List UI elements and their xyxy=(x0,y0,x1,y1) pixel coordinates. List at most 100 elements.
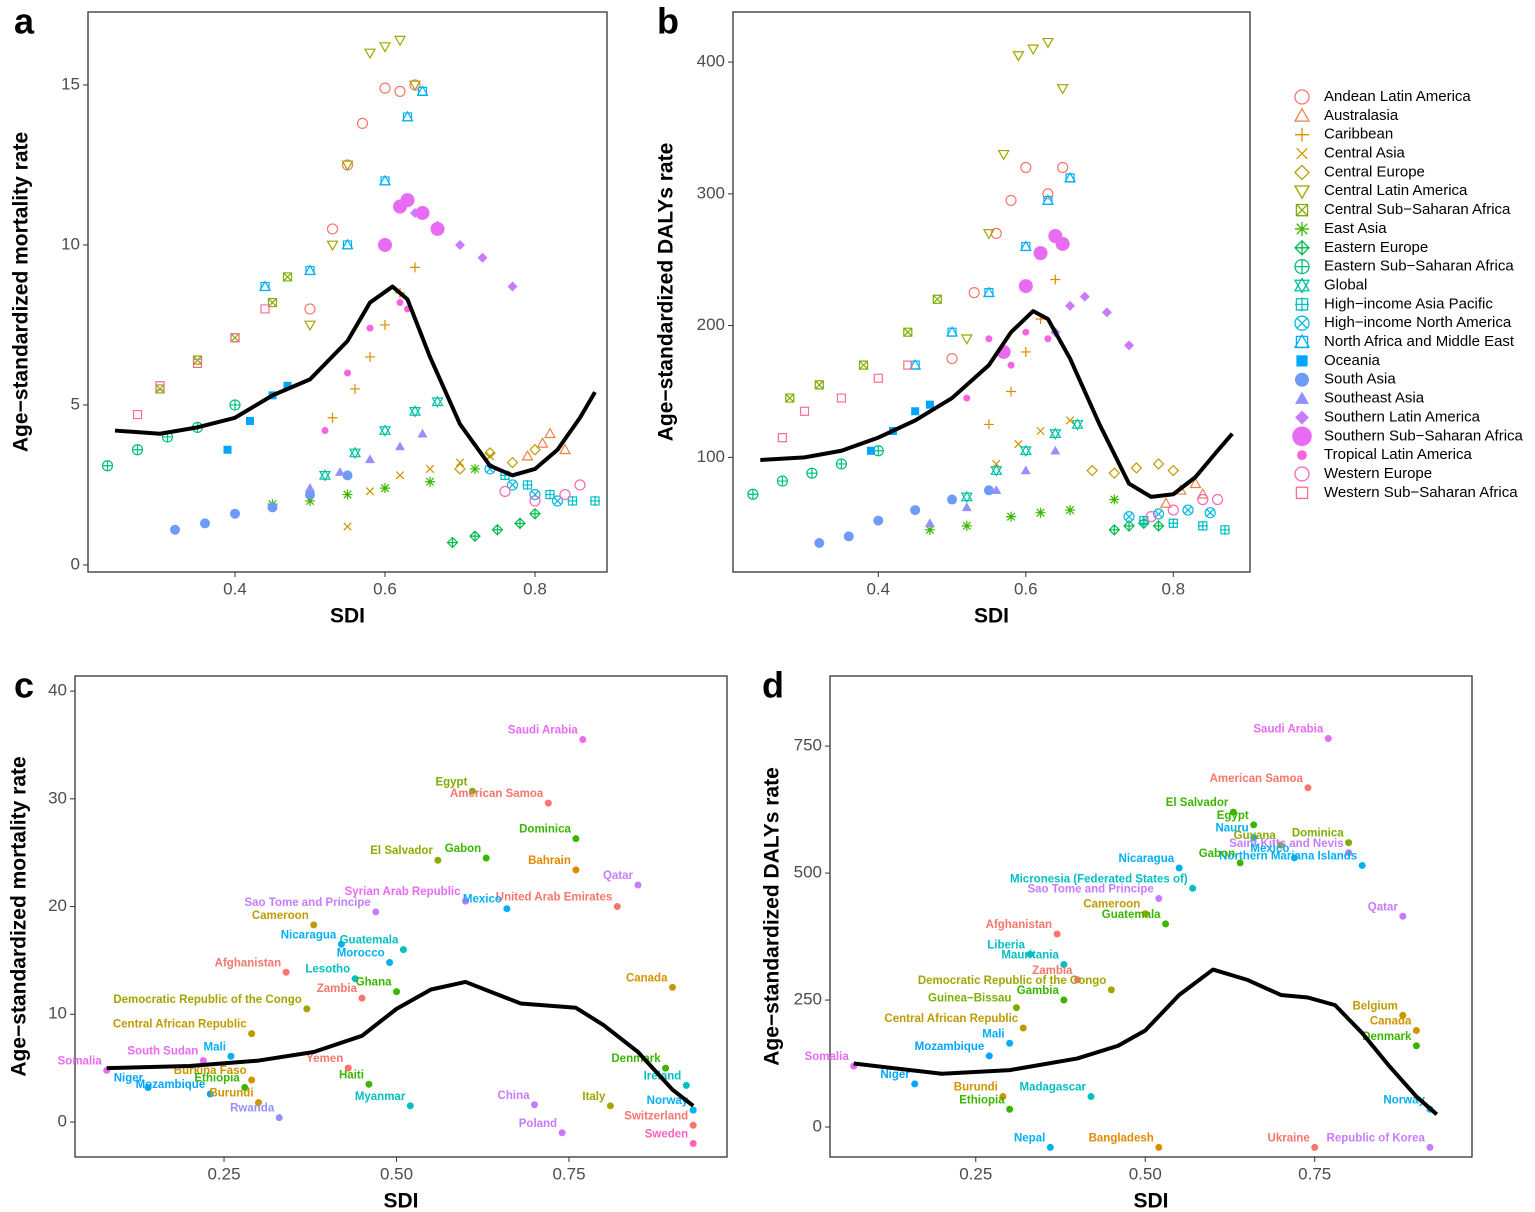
data-point xyxy=(873,373,883,383)
data-point xyxy=(1053,930,1061,938)
x-axis-title: SDI xyxy=(330,605,365,628)
data-point xyxy=(477,252,488,263)
data-point xyxy=(985,1052,993,1060)
data-point xyxy=(1311,1143,1319,1151)
data-point xyxy=(282,272,293,282)
data-point xyxy=(963,394,971,402)
point-label: Mexico xyxy=(463,894,502,906)
point-label: Qatar xyxy=(1368,901,1399,913)
data-point xyxy=(1026,950,1034,958)
data-point xyxy=(1073,976,1081,984)
point-label: American Samoa xyxy=(450,788,544,800)
data-point xyxy=(395,441,405,451)
point-label: China xyxy=(498,1090,531,1102)
plot-frame xyxy=(87,11,608,573)
legend-label: Caribbean xyxy=(1324,126,1393,143)
legend-label: Southern Sub−Saharan Africa xyxy=(1324,427,1524,444)
data-point xyxy=(1046,1143,1054,1151)
point-label: Mexico xyxy=(1250,843,1289,855)
data-point xyxy=(1204,507,1216,519)
data-point xyxy=(1019,444,1032,457)
data-point xyxy=(961,502,972,512)
point-label: Zambia xyxy=(1032,965,1073,977)
data-point xyxy=(305,495,315,506)
legend-marker xyxy=(1293,277,1311,294)
point-label: Egypt xyxy=(1217,810,1249,822)
data-point xyxy=(378,237,392,252)
legend-marker xyxy=(1295,297,1309,312)
legend-label: High−income Asia Pacific xyxy=(1324,295,1493,312)
data-point xyxy=(1189,884,1197,892)
data-point xyxy=(230,333,240,343)
data-point xyxy=(924,524,935,535)
x-tick-label: 0.25 xyxy=(207,1164,240,1183)
data-point xyxy=(401,110,414,122)
data-point xyxy=(1079,291,1090,302)
point-label: Cameroon xyxy=(1083,899,1140,911)
legend-marker xyxy=(1295,410,1309,425)
data-point xyxy=(415,205,430,220)
data-point xyxy=(417,428,428,438)
point-label: Yemen xyxy=(306,1053,343,1065)
data-point xyxy=(1152,458,1165,470)
y-axis-title: Age−standardized DALYs rate xyxy=(655,143,678,442)
data-point xyxy=(1041,194,1054,206)
legend-marker xyxy=(1293,185,1311,200)
data-point xyxy=(551,495,564,507)
data-point xyxy=(425,464,435,474)
data-point xyxy=(529,507,541,520)
data-point xyxy=(911,1080,919,1088)
plot-frame xyxy=(732,11,1251,573)
data-point xyxy=(192,358,203,368)
point-label: Burundi xyxy=(209,1088,253,1100)
point-label: Ukraine xyxy=(1268,1132,1310,1144)
y-tick-label: 200 xyxy=(697,315,725,334)
data-point xyxy=(946,325,959,337)
data-point xyxy=(997,149,1010,161)
y-axis-title: Age−standardized mortality rate xyxy=(10,132,33,452)
data-point xyxy=(192,355,203,365)
point-label: Lesotho xyxy=(305,964,350,976)
data-point xyxy=(506,456,519,469)
data-point xyxy=(379,82,391,94)
point-label: Nepal xyxy=(1014,1132,1045,1144)
point-label: Qatar xyxy=(603,870,634,882)
data-point xyxy=(378,174,392,186)
point-label: Somalia xyxy=(58,1055,103,1067)
data-point xyxy=(536,437,549,448)
point-label: Central African Republic xyxy=(113,1019,247,1031)
data-point xyxy=(303,1005,311,1013)
y-tick-label: 300 xyxy=(697,183,725,202)
panel-letter: b xyxy=(657,1,679,42)
point-label: Gabon xyxy=(445,843,481,855)
data-point xyxy=(1018,279,1033,294)
data-point xyxy=(410,262,420,273)
point-label: Nicaragua xyxy=(1119,853,1175,865)
data-point xyxy=(267,297,278,308)
data-point xyxy=(1426,1143,1434,1151)
legend-label: Global xyxy=(1324,276,1367,293)
legend-marker xyxy=(1293,107,1311,122)
data-point xyxy=(590,495,600,506)
data-point xyxy=(558,443,572,455)
data-point xyxy=(1020,346,1031,357)
data-point xyxy=(1124,340,1135,351)
point-label: Democratic Republic of the Congo xyxy=(113,994,302,1006)
data-point xyxy=(230,508,240,519)
x-tick-label: 0.8 xyxy=(1161,579,1185,598)
data-point xyxy=(1012,1004,1020,1012)
data-point xyxy=(1155,894,1163,902)
point-label: Egypt xyxy=(435,776,467,788)
point-label: Nicaragua xyxy=(281,929,337,941)
data-point xyxy=(227,1052,235,1060)
fit-curve xyxy=(114,284,597,478)
point-label: Saint Kitts and Nevis xyxy=(1229,838,1343,850)
data-point xyxy=(394,85,406,97)
data-point xyxy=(1211,494,1224,506)
data-point xyxy=(1167,504,1179,516)
data-point xyxy=(572,866,580,874)
data-point xyxy=(310,921,318,929)
data-point xyxy=(303,320,317,332)
data-point xyxy=(408,80,422,92)
data-point xyxy=(1109,494,1120,505)
